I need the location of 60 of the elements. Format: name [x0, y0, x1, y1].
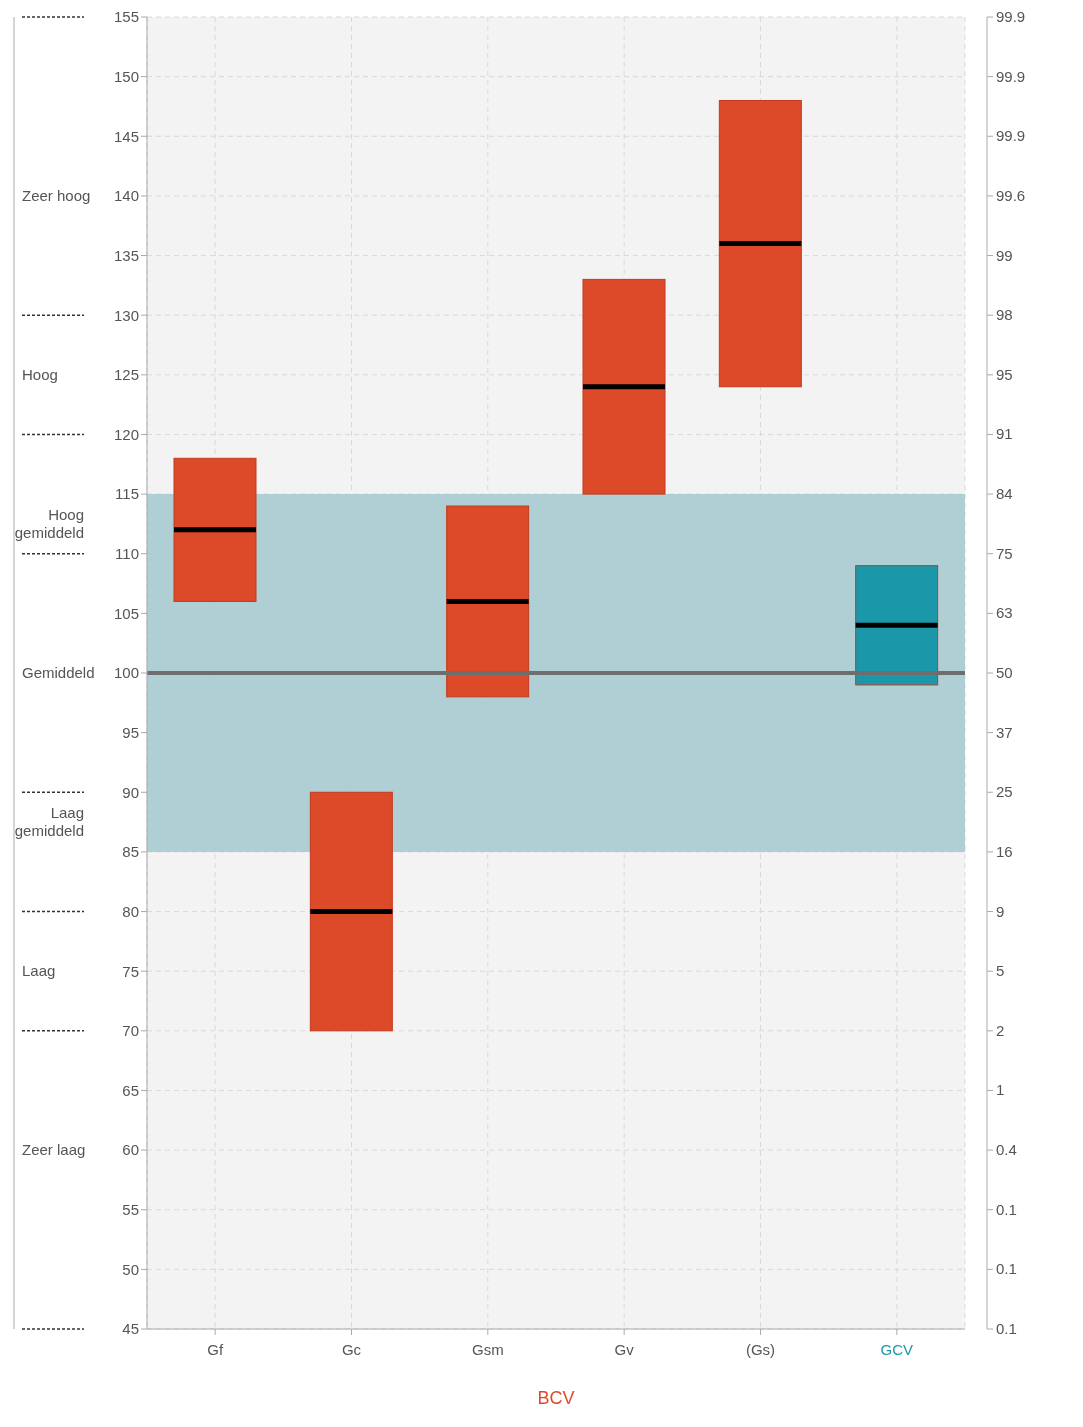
y-tick-label: 135: [113, 246, 139, 264]
text: 0.4: [996, 1141, 1017, 1159]
text: 0.1: [996, 1320, 1017, 1337]
text: Zeer hoog: [22, 186, 91, 204]
y-tick-label: 45: [122, 1320, 139, 1338]
text: 0.1: [996, 1260, 1017, 1278]
text: Zeer laag: [22, 1141, 86, 1159]
text: 95: [996, 365, 1013, 383]
x-tick-label: (Gs): [745, 1341, 776, 1358]
text: 99.6: [996, 186, 1026, 204]
text: 99.9: [996, 8, 1026, 25]
y-tick-label: 90: [122, 783, 139, 801]
text: 0.1: [996, 1200, 1017, 1218]
x-tick-label: Gc: [341, 1341, 362, 1358]
y-tick-label: 150: [113, 67, 139, 85]
text: 2: [996, 1021, 1005, 1039]
text: 25: [996, 783, 1013, 801]
text: 99: [996, 246, 1013, 264]
y-tick-label: 140: [113, 187, 139, 205]
text: 50: [996, 664, 1013, 681]
y-tick-label: 105: [113, 604, 139, 622]
text: 37: [996, 723, 1013, 741]
y-tick-label: 50: [122, 1260, 139, 1278]
text: 98: [996, 306, 1013, 324]
x-tick-label: Gv: [614, 1341, 635, 1358]
text: Gemiddeld: [22, 664, 95, 681]
text: 75: [996, 544, 1013, 562]
x-tick-label: Gf: [207, 1341, 224, 1358]
text: Laag: [22, 962, 56, 980]
text: 1: [996, 1081, 1005, 1099]
text: 16: [996, 842, 1013, 860]
y-tick-label: 110: [115, 545, 139, 563]
y-tick-label: 145: [113, 127, 139, 145]
y-tick-label: 80: [122, 902, 139, 920]
text: 99.9: [996, 127, 1026, 145]
y-tick-label: 60: [122, 1141, 139, 1159]
text: 63: [996, 604, 1013, 622]
y-tick-label: 130: [113, 306, 139, 324]
y-tick-label: 125: [113, 366, 139, 384]
y-tick-label: 65: [122, 1081, 139, 1099]
y-tick-label: 55: [122, 1201, 139, 1219]
y-tick-label: 155: [113, 8, 139, 26]
x-axis-title: BCV: [537, 1388, 575, 1408]
text: Hoog: [22, 365, 58, 383]
x-tick-label: Gsm: [472, 1341, 504, 1358]
text: Hoog gemiddeld: [14, 505, 84, 541]
y-tick-label: 75: [122, 962, 139, 980]
text: 5: [996, 962, 1005, 980]
y-tick-label: 100: [113, 664, 139, 682]
x-tick-label: GCV: [880, 1341, 914, 1358]
text: 9: [996, 902, 1005, 920]
text: Laag gemiddeld: [14, 804, 84, 840]
y-tick-label: 85: [122, 843, 139, 861]
text: 99.9: [996, 67, 1026, 85]
y-tick-label: 115: [115, 485, 139, 503]
y-tick-label: 70: [122, 1022, 139, 1040]
text: 84: [996, 485, 1013, 503]
y-tick-label: 95: [122, 723, 139, 741]
y-tick-label: 120: [113, 425, 139, 443]
text: 91: [996, 425, 1013, 443]
